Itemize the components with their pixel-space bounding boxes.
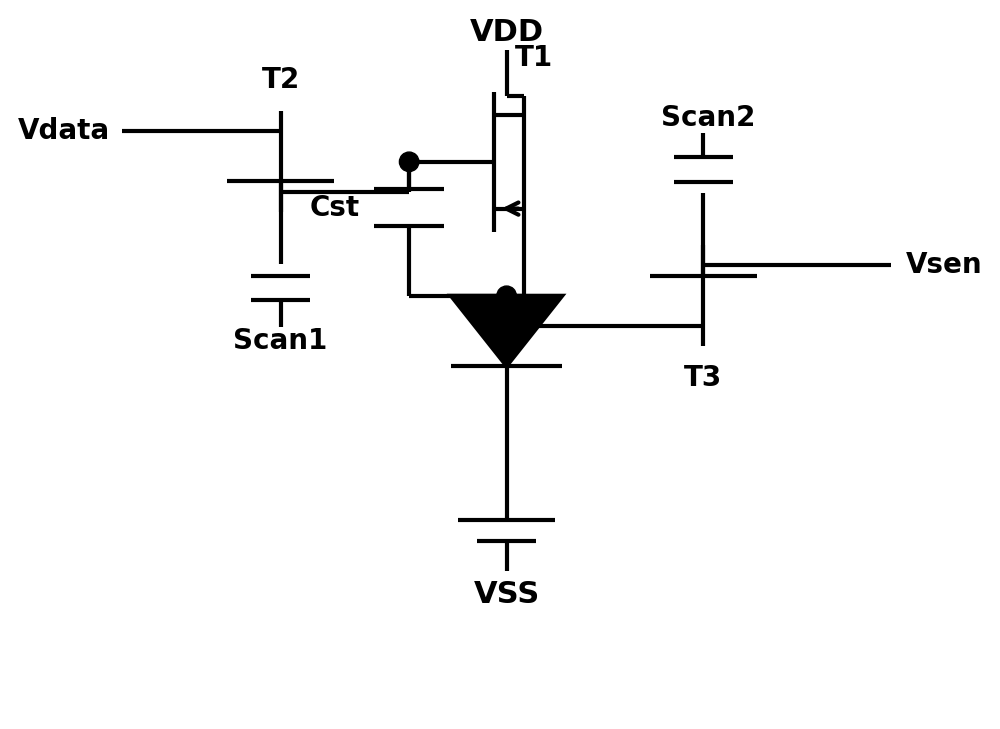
Circle shape <box>497 286 516 305</box>
Text: Scan1: Scan1 <box>233 327 328 355</box>
Text: T3: T3 <box>684 364 723 391</box>
Text: Scan2: Scan2 <box>661 104 755 133</box>
Text: Vsen: Vsen <box>906 252 983 279</box>
Text: VDD: VDD <box>470 18 544 47</box>
Text: T1: T1 <box>515 44 553 71</box>
Circle shape <box>399 152 419 171</box>
Polygon shape <box>451 296 562 366</box>
Text: Vdata: Vdata <box>18 117 110 145</box>
Text: VSS: VSS <box>473 580 540 609</box>
Text: Cst: Cst <box>309 194 359 222</box>
Text: T2: T2 <box>261 66 300 94</box>
